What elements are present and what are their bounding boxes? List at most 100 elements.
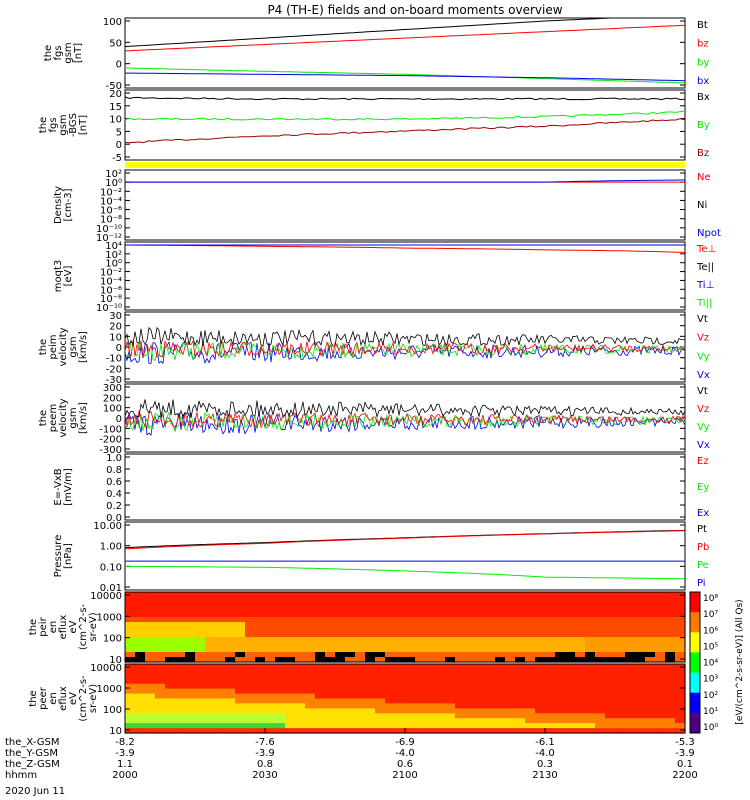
spectrogram-cell xyxy=(185,607,196,613)
spectrogram-cell xyxy=(365,607,376,613)
spectrogram-cell xyxy=(255,698,266,705)
spectrogram-cell xyxy=(295,632,306,638)
spectrogram-cell xyxy=(465,708,476,714)
spectrogram-cell xyxy=(255,723,266,729)
colorbar-frame xyxy=(689,591,701,734)
spectrogram-cell xyxy=(305,652,316,658)
spectrogram-cell xyxy=(175,647,186,653)
spectrogram-cell xyxy=(365,637,376,643)
spectrogram-cell xyxy=(495,728,506,734)
spectrogram-cell xyxy=(505,612,516,618)
spectrogram-cell xyxy=(525,713,536,719)
y-axis-label: [nT] xyxy=(73,43,84,63)
spectrogram-cell xyxy=(645,673,656,680)
spectrogram-cell xyxy=(175,673,186,680)
spectrogram-cell xyxy=(435,664,446,670)
spectrogram-cell xyxy=(345,637,356,643)
spectrogram-cell xyxy=(625,612,636,618)
spectrogram-cell xyxy=(155,622,166,628)
spectrogram-cell xyxy=(315,728,326,734)
spectrogram-cell xyxy=(435,637,446,643)
y-tick-label: -20 xyxy=(106,364,122,375)
spectrogram-cell xyxy=(635,642,646,648)
spectrogram-cell xyxy=(465,664,476,670)
spectrogram-cell xyxy=(385,708,396,714)
spectrogram-cell xyxy=(225,698,236,705)
spectrogram-cell xyxy=(625,622,636,628)
spectrogram-cell xyxy=(425,632,436,638)
spectrogram-cell xyxy=(175,668,186,675)
spectrogram-cell xyxy=(285,622,296,628)
spectrogram-cell xyxy=(505,693,516,700)
spectrogram-cell xyxy=(655,678,666,685)
spectrogram-cell xyxy=(435,683,446,690)
spectrogram-cell xyxy=(455,698,466,705)
spectrogram-cell xyxy=(205,612,216,618)
spectrogram-cell xyxy=(135,698,146,705)
spectrogram-cell xyxy=(555,592,566,598)
spectrogram-cell xyxy=(295,723,306,729)
spectrogram-cell xyxy=(635,612,646,618)
spectrogram-cell xyxy=(475,632,486,638)
spectrogram-cell xyxy=(475,693,486,700)
spectrogram-cell xyxy=(575,718,586,724)
spectrogram-cell xyxy=(565,673,576,680)
spectrogram-cell xyxy=(585,723,596,729)
y-axis-label: eflux xyxy=(58,615,69,640)
spectrogram-cell xyxy=(425,668,436,675)
spectrogram-cell xyxy=(155,652,166,658)
spectrogram-cell xyxy=(355,612,366,618)
spectrogram-cell xyxy=(595,723,606,729)
spectrogram-cell xyxy=(305,632,316,638)
spectrogram-cell xyxy=(555,612,566,618)
y-tick-label: 0 xyxy=(116,414,122,425)
y-axis-label: fgs xyxy=(53,45,64,60)
spectrogram-cell xyxy=(575,617,586,623)
spectrogram-cell xyxy=(285,698,296,705)
spectrogram-cell xyxy=(475,617,486,623)
spectrogram-cell xyxy=(155,632,166,638)
spectrogram-cell xyxy=(195,678,206,685)
spectrogram-cell xyxy=(665,617,676,623)
spectrogram-cell xyxy=(375,718,386,724)
spectrogram-cell xyxy=(395,637,406,643)
spectrogram-cell xyxy=(575,708,586,714)
spectrogram-cell xyxy=(515,647,526,653)
spectrogram-cell xyxy=(655,627,666,633)
spectrogram-cell xyxy=(485,617,496,623)
spectrogram-cell xyxy=(375,688,386,695)
spectrogram-cell xyxy=(605,688,616,695)
spectrogram-cell xyxy=(545,678,556,685)
spectrogram-cell xyxy=(485,668,496,675)
spectrogram-cell xyxy=(615,728,626,734)
spectrogram-cell xyxy=(215,718,226,724)
spectrogram-cell xyxy=(165,657,176,663)
spectrogram-cell xyxy=(565,723,576,729)
spectrogram-cell xyxy=(655,703,666,709)
spectrogram-cell xyxy=(605,678,616,685)
spectrogram-cell xyxy=(505,678,516,685)
spectrogram-cell xyxy=(135,617,146,623)
spectrogram-cell xyxy=(375,612,386,618)
spectrogram-cell xyxy=(155,607,166,613)
spectrogram-cell xyxy=(335,723,346,729)
spectrogram-cell xyxy=(525,723,536,729)
spectrogram-cell xyxy=(415,693,426,700)
spectrogram-cell xyxy=(305,602,316,608)
spectrogram-cell xyxy=(165,678,176,685)
spectrogram-cell xyxy=(465,673,476,680)
spectrogram-cell xyxy=(165,637,176,643)
spectrogram-cell xyxy=(335,713,346,719)
spectrogram-cell xyxy=(135,664,146,670)
spectrogram-cell xyxy=(405,592,416,598)
spectrogram-cell xyxy=(175,688,186,695)
spectrogram-cell xyxy=(415,703,426,709)
spectrogram-cell xyxy=(495,688,506,695)
spectrogram-cell xyxy=(325,647,336,653)
spectrogram-cell xyxy=(195,688,206,695)
legend-label: bz xyxy=(697,39,709,50)
spectrogram-cell xyxy=(435,592,446,598)
spectrogram-cell xyxy=(245,688,256,695)
y-axis-label: en xyxy=(48,621,59,634)
spectrogram-cell xyxy=(515,678,526,685)
